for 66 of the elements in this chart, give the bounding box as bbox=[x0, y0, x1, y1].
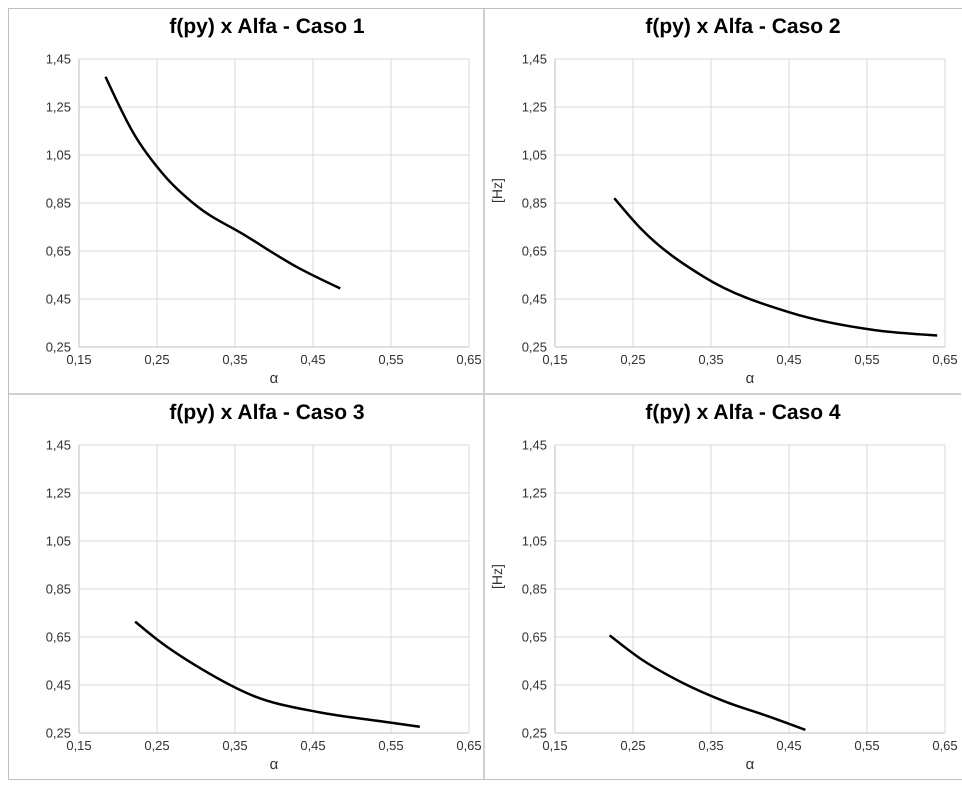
y-tick-label: 0,65 bbox=[522, 630, 547, 645]
x-tick-label: 0,65 bbox=[932, 738, 958, 754]
line-series bbox=[134, 620, 422, 728]
x-tick-label: 0,15 bbox=[66, 352, 92, 368]
x-tick-label: 0,25 bbox=[620, 738, 646, 754]
y-tick-label: 1,05 bbox=[46, 148, 71, 163]
y-axis-title: [Hz] bbox=[488, 564, 505, 589]
x-tick-label: 0,45 bbox=[776, 352, 802, 368]
x-tick-label: 0,15 bbox=[542, 352, 568, 368]
x-tick-label: 0,25 bbox=[144, 738, 170, 754]
y-tick-label: 0,45 bbox=[522, 678, 547, 693]
x-tick-label: 0,25 bbox=[620, 352, 646, 368]
chart-title: f(py) x Alfa - Caso 1 bbox=[168, 14, 366, 40]
x-tick-label: 0,25 bbox=[144, 352, 170, 368]
y-tick-label: 1,05 bbox=[522, 534, 547, 549]
y-tick-label: 0,45 bbox=[46, 292, 71, 307]
y-tick-label: 1,45 bbox=[522, 438, 547, 453]
x-tick-label: 0,15 bbox=[542, 738, 568, 754]
x-tick-label: 0,65 bbox=[456, 738, 482, 754]
y-tick-label: 1,45 bbox=[46, 52, 71, 67]
y-tick-label: 0,65 bbox=[46, 630, 71, 645]
x-tick-label: 0,45 bbox=[300, 352, 326, 368]
chart-title: f(py) x Alfa - Caso 2 bbox=[644, 14, 842, 40]
y-tick-label: 0,85 bbox=[46, 582, 71, 597]
chart-title: f(py) x Alfa - Caso 4 bbox=[644, 400, 842, 426]
y-tick-label: 0,25 bbox=[522, 340, 547, 355]
x-axis-title: α bbox=[270, 370, 279, 387]
y-tick-label: 1,45 bbox=[522, 52, 547, 67]
x-tick-label: 0,55 bbox=[854, 738, 880, 754]
y-tick-label: 1,25 bbox=[522, 486, 547, 501]
y-tick-label: 0,25 bbox=[522, 726, 547, 741]
x-tick-label: 0,45 bbox=[776, 738, 802, 754]
y-tick-label: 0,85 bbox=[46, 196, 71, 211]
line-series bbox=[608, 634, 807, 732]
y-tick-label: 1,05 bbox=[522, 148, 547, 163]
y-tick-label: 1,25 bbox=[46, 100, 71, 115]
x-tick-label: 0,35 bbox=[222, 352, 248, 368]
y-tick-label: 0,25 bbox=[46, 726, 71, 741]
x-tick-label: 0,65 bbox=[932, 352, 958, 368]
y-tick-label: 1,45 bbox=[46, 438, 71, 453]
x-tick-label: 0,35 bbox=[222, 738, 248, 754]
y-tick-label: 1,25 bbox=[522, 100, 547, 115]
x-axis-title: α bbox=[746, 370, 755, 387]
line-series bbox=[613, 196, 938, 337]
line-series bbox=[104, 76, 342, 290]
y-tick-label: 0,65 bbox=[522, 244, 547, 259]
y-tick-label: 0,85 bbox=[522, 196, 547, 211]
y-tick-label: 0,65 bbox=[46, 244, 71, 259]
x-tick-label: 0,35 bbox=[698, 738, 724, 754]
y-tick-label: 0,45 bbox=[46, 678, 71, 693]
x-tick-label: 0,15 bbox=[66, 738, 92, 754]
x-tick-label: 0,55 bbox=[854, 352, 880, 368]
x-tick-label: 0,55 bbox=[378, 738, 404, 754]
x-axis-title: α bbox=[746, 756, 755, 773]
y-tick-label: 1,25 bbox=[46, 486, 71, 501]
y-tick-label: 1,05 bbox=[46, 534, 71, 549]
x-axis-title: α bbox=[270, 756, 279, 773]
y-tick-label: 0,85 bbox=[522, 582, 547, 597]
y-tick-label: 0,25 bbox=[46, 340, 71, 355]
x-tick-label: 0,65 bbox=[456, 352, 482, 368]
y-axis-title: [Hz] bbox=[488, 178, 505, 203]
chart-title: f(py) x Alfa - Caso 3 bbox=[168, 400, 366, 426]
y-tick-label: 0,45 bbox=[522, 292, 547, 307]
x-tick-label: 0,35 bbox=[698, 352, 724, 368]
x-tick-label: 0,45 bbox=[300, 738, 326, 754]
x-tick-label: 0,55 bbox=[378, 352, 404, 368]
